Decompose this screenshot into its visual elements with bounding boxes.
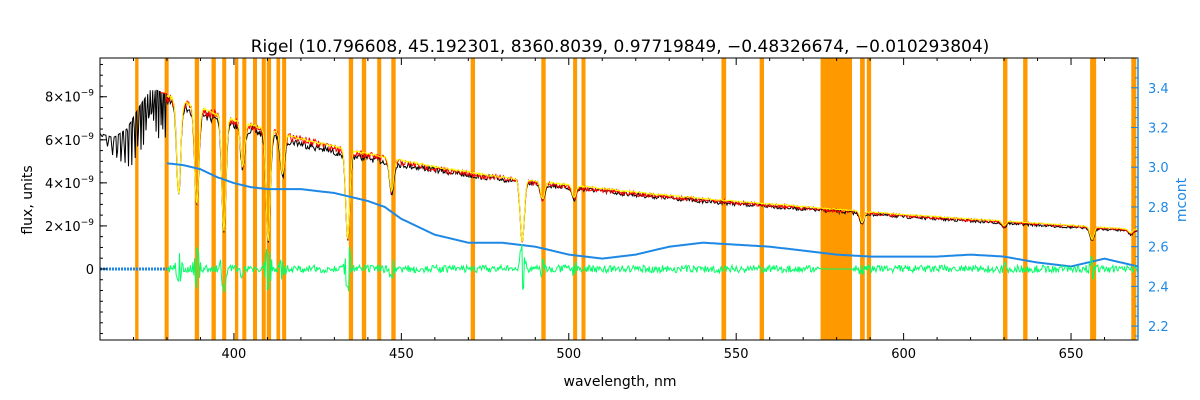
masked-band-4	[222, 58, 227, 340]
x-tick-label-1: 450	[389, 347, 414, 362]
y2-tick-label-5: 3.2	[1148, 122, 1169, 137]
chart-title: Rigel (10.796608, 45.192301, 8360.8039, …	[251, 37, 990, 57]
series-line-5	[166, 244, 1139, 294]
axes-layer: 400 450 500 550 600 65002×10−94×10−96×10−98×1…	[45, 58, 1169, 362]
masked-band-10	[276, 58, 281, 340]
series-line-2	[166, 93, 1139, 243]
y2-tick-label-0: 2.2	[1148, 320, 1169, 335]
masked-band-6	[242, 58, 247, 340]
y-axis-label: flux, units	[20, 165, 36, 234]
masked-band-14	[377, 58, 382, 340]
masked-band-21	[759, 58, 764, 340]
masked-band-3	[211, 58, 216, 340]
masked-band-25	[1003, 58, 1008, 340]
masked-band-23	[860, 58, 865, 340]
series-line-3	[166, 162, 1139, 268]
masked-band-19	[581, 58, 586, 340]
x-tick-label-0: 400	[222, 347, 247, 362]
masked-band-9	[266, 58, 272, 340]
x-axis-label: wavelength, nm	[564, 374, 677, 390]
masked-band-28	[1131, 58, 1137, 340]
masked-band-0	[135, 58, 139, 340]
series-layer	[99, 89, 1139, 294]
y2-tick-label-4: 3.0	[1148, 161, 1169, 176]
masked-band-24	[866, 58, 872, 340]
x-tick-label-3: 550	[724, 347, 749, 362]
x-tick-label-5: 650	[1059, 347, 1084, 362]
masked-band-11	[282, 58, 287, 340]
y2-tick-label-2: 2.6	[1148, 241, 1169, 256]
x-tick-label-4: 600	[891, 347, 916, 362]
y2-tick-label-1: 2.4	[1148, 280, 1169, 295]
masked-bands	[135, 58, 1137, 340]
masked-band-13	[361, 58, 367, 340]
masked-band-27	[1090, 58, 1097, 340]
masked-band-15	[391, 58, 396, 340]
masked-band-12	[348, 58, 354, 340]
masked-band-8	[261, 58, 266, 340]
y2-tick-label-6: 3.4	[1148, 82, 1169, 97]
masked-band-26	[1023, 58, 1028, 340]
masked-band-5	[234, 58, 239, 340]
y-tick-label-0: 0	[86, 263, 94, 278]
masked-band-20	[721, 58, 727, 340]
x-tick-label-2: 500	[556, 347, 581, 362]
masked-band-22	[820, 58, 853, 340]
masked-band-7	[253, 58, 258, 340]
y2-tick-label-3: 2.8	[1148, 201, 1169, 216]
masked-band-16	[470, 58, 476, 340]
y2-axis-label: mcont	[1174, 177, 1190, 222]
masked-band-1	[164, 58, 169, 340]
